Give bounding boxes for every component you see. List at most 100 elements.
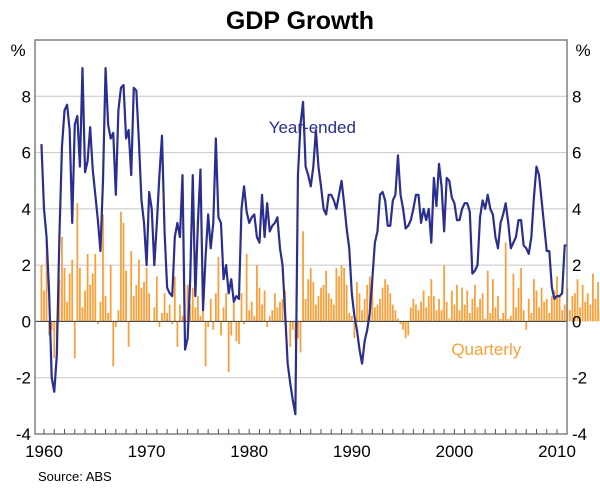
quarterly-bar (409, 307, 412, 322)
quarterly-bar (132, 296, 135, 322)
quarterly-bar (199, 315, 202, 322)
quarterly-bar (468, 312, 471, 322)
y-tick-label-left: -2 (16, 369, 31, 388)
quarterly-bar (422, 290, 425, 322)
quarterly-bar (345, 284, 348, 322)
y-axis-right-labels: -4 -2 0 2 4 6 8 (572, 87, 587, 444)
quarterly-bars (40, 203, 600, 373)
quarterly-bar (356, 282, 358, 322)
y-tick-label-left: 8 (22, 87, 31, 106)
quarterly-bar (438, 298, 440, 322)
quarterly-bar (304, 298, 307, 322)
quarterly-bar (499, 318, 502, 322)
quarterly-bar (197, 296, 199, 322)
quarterly-bar (289, 321, 292, 347)
quarterly-bar (502, 312, 505, 322)
x-axis-ticks (43, 429, 558, 434)
quarterly-bar (279, 301, 281, 322)
quarterly-bar (476, 307, 479, 322)
quarterly-bar (350, 315, 353, 322)
quarterly-bar (394, 310, 397, 322)
quarterly-bar (99, 301, 102, 322)
y-tick-label-left: 0 (22, 312, 31, 331)
quarterly-bar (68, 273, 71, 322)
quarterly-bar (550, 296, 553, 322)
quarterly-bar (273, 293, 276, 322)
quarterly-bar (166, 312, 169, 322)
year-ended-line-layer (40, 67, 568, 416)
quarterly-bar (497, 296, 499, 322)
quarterly-bar (271, 310, 274, 322)
quarterly-bar (417, 310, 420, 322)
y-tick-label-right: 2 (572, 256, 581, 275)
quarterly-bar (386, 284, 389, 322)
y-tick-label-left: 6 (22, 144, 31, 163)
quarterly-bar (161, 312, 163, 322)
quarterly-bar (563, 304, 566, 322)
quarterly-bar (461, 287, 463, 322)
quarterly-bar (358, 293, 361, 322)
quarterly-bar (240, 293, 243, 322)
quarterly-bar (209, 298, 212, 322)
quarterly-bar (181, 315, 184, 322)
series-labels: Year-ended Quarterly (269, 118, 522, 359)
quarterly-bar (561, 310, 564, 322)
quarterly-bar (309, 267, 312, 322)
quarterly-bar (389, 293, 392, 322)
quarterly-bar (50, 321, 53, 330)
quarterly-bar (353, 321, 356, 339)
quarterly-bar (391, 304, 394, 322)
y-tick-label-right: -4 (572, 425, 587, 444)
quarterly-bar (325, 270, 328, 322)
x-tick-label: 2010 (538, 442, 576, 461)
quarterly-bar (168, 304, 171, 322)
quarterly-bar (235, 321, 238, 342)
quarterly-bar (332, 304, 335, 322)
quarterly-bar (114, 321, 117, 328)
quarterly-bar (404, 321, 407, 339)
quarterly-bar (412, 298, 415, 322)
quarterly-bar (556, 276, 558, 322)
quarterly-bar (376, 304, 379, 322)
quarterly-bar (202, 304, 204, 322)
quarterly-bar (243, 321, 245, 325)
quarterly-bar (171, 321, 174, 325)
quarterly-bar (558, 296, 561, 322)
quarterly-bar (253, 315, 256, 322)
quarterly-bar (327, 293, 330, 322)
quarterly-bar (371, 276, 374, 322)
quarterly-bar (397, 318, 399, 322)
quarterly-bar (579, 307, 581, 322)
quarterly-bar (445, 301, 448, 322)
quarterly-bar (263, 290, 266, 322)
x-tick-label: 1970 (128, 442, 166, 461)
quarterly-bar (420, 301, 422, 322)
quarterly-bar (217, 256, 220, 322)
quarterly-bar (553, 290, 556, 322)
quarterly-bar (58, 279, 61, 322)
quarterly-bar (63, 267, 66, 322)
quarterly-bar (204, 321, 207, 367)
quarterly-bar (189, 304, 192, 322)
quarterly-bar (448, 318, 451, 322)
quarterly-bar (81, 307, 84, 322)
source-note: Source: ABS (38, 469, 112, 484)
quarterly-bar (138, 259, 140, 322)
quarterly-bar (256, 265, 258, 322)
quarterly-bar (474, 284, 476, 322)
quarterly-bar (525, 321, 528, 330)
quarterly-bar (261, 304, 263, 322)
quarterly-bar (140, 287, 143, 322)
quarterly-bar (320, 287, 322, 322)
quarterly-bar (40, 265, 43, 322)
quarterly-bar (522, 310, 525, 322)
quarterly-bar (248, 310, 251, 322)
quarterly-bar (589, 304, 592, 322)
y-tick-label-right: -2 (572, 369, 587, 388)
quarterly-bar (297, 321, 299, 339)
quarterly-bar (402, 321, 404, 330)
quarterly-bar (379, 298, 381, 322)
quarterly-bar (245, 253, 248, 322)
quarterly-bar (586, 293, 589, 322)
